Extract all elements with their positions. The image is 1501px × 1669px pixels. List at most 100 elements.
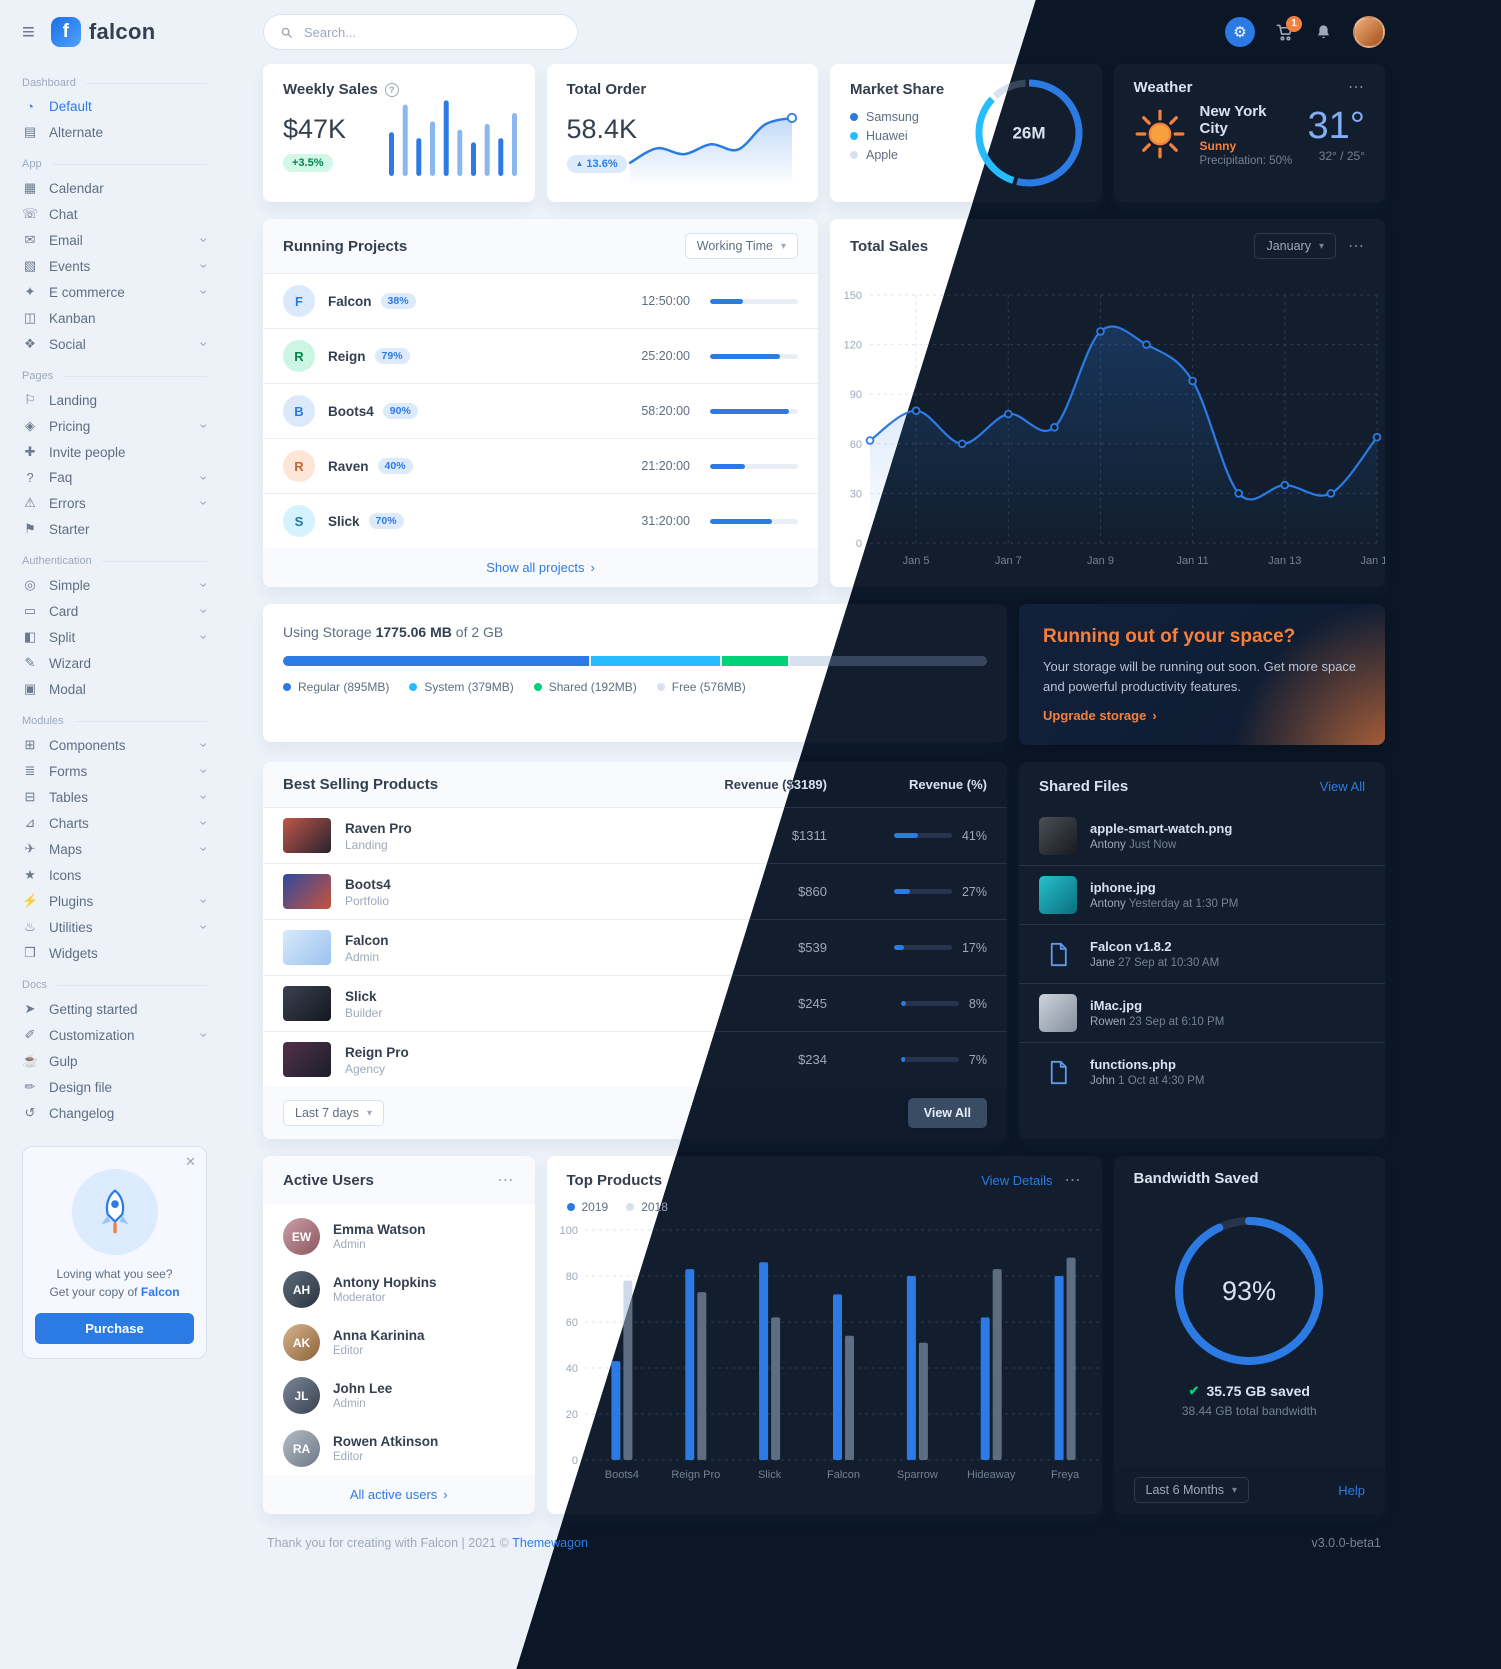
- info-icon[interactable]: ?: [384, 82, 399, 97]
- sidebar-item-alternate[interactable]: ▤ Alternate: [22, 119, 207, 145]
- card-menu-icon[interactable]: ⋯: [497, 1172, 515, 1189]
- falcon-logo-icon: f: [50, 17, 81, 47]
- sidebar-item-default[interactable]: ◔ Default: [22, 94, 207, 119]
- sidebar-item-label: Starter: [49, 521, 90, 537]
- view-details-link[interactable]: View Details: [981, 1172, 1053, 1188]
- sidebar-item-email[interactable]: ✉ Email ›: [22, 227, 213, 253]
- last-7-days-select[interactable]: Last 7 days▾: [283, 1100, 384, 1126]
- purchase-button[interactable]: Purchase: [35, 1313, 194, 1344]
- user-role: Editor: [333, 1451, 364, 1463]
- user-row[interactable]: AH Antony Hopkins Moderator: [263, 1263, 535, 1316]
- sidebar-item-split[interactable]: ◧ Split ›: [22, 624, 213, 650]
- menu-toggle-icon[interactable]: ≡: [22, 19, 35, 44]
- sidebar-item-calendar[interactable]: ▦ Calendar: [22, 175, 207, 201]
- sidebar-item-wizard[interactable]: ✎ Wizard: [22, 650, 207, 676]
- sidebar-item-label: Utilities: [49, 919, 93, 935]
- sidebar-item-starter[interactable]: ⚑ Starter: [22, 516, 207, 542]
- project-row[interactable]: F Falcon 38% 12:50:00: [263, 273, 818, 328]
- total-order-value: 58.4K: [566, 114, 638, 144]
- sidebar-item-maps[interactable]: ✈ Maps ›: [22, 836, 213, 862]
- file-row[interactable]: functions.php John 1 Oct at 4:30 PM: [1019, 1042, 1385, 1101]
- upgrade-storage-link[interactable]: Upgrade storage›: [1043, 708, 1157, 723]
- working-time-select[interactable]: Working Time▾: [684, 233, 798, 259]
- card-menu-icon[interactable]: ⋯: [1348, 238, 1365, 255]
- sidebar-item-errors[interactable]: ⚠ Errors ›: [22, 490, 212, 516]
- running-projects-title: Running Projects: [283, 237, 408, 255]
- chevron-down-icon: ›: [196, 768, 213, 774]
- search-box[interactable]: [263, 14, 578, 50]
- sidebar-item-card[interactable]: ▭ Card ›: [22, 598, 213, 624]
- sidebar-item-utilities[interactable]: ♨ Utilities ›: [22, 914, 212, 940]
- weekly-sales-card: Weekly Sales ? $47K +3.5%: [263, 64, 535, 202]
- view-all-button[interactable]: View All: [907, 1098, 987, 1128]
- sidebar-item-simple[interactable]: ◎ Simple ›: [22, 572, 212, 598]
- close-icon[interactable]: ✕: [185, 1154, 196, 1169]
- file-row[interactable]: iMac.jpg Rowen 23 Sep at 6:10 PM: [1019, 983, 1385, 1042]
- project-name: Reign: [328, 348, 366, 364]
- file-name: apple-smart-watch.png: [1090, 821, 1233, 836]
- show-all-projects-link[interactable]: Show all projects›: [263, 548, 818, 587]
- sidebar-item-icons[interactable]: ★ Icons: [22, 862, 207, 888]
- sidebar-item-changelog[interactable]: ↺ Changelog: [22, 1100, 207, 1126]
- card-menu-icon[interactable]: ⋯: [1064, 1172, 1082, 1189]
- sidebar-item-invite-people[interactable]: ✚ Invite people: [22, 439, 207, 465]
- sidebar-item-events[interactable]: ▧ Events ›: [22, 253, 213, 279]
- project-row[interactable]: B Boots4 90% 58:20:00: [263, 383, 818, 438]
- sidebar-item-getting-started[interactable]: ➤ Getting started: [22, 996, 207, 1022]
- sidebar-item-charts[interactable]: ⊿ Charts ›: [22, 810, 213, 836]
- sidebar-item-chat[interactable]: ☏ Chat: [22, 201, 207, 227]
- bandwidth-ring-chart: 93%: [1165, 1207, 1333, 1375]
- falcon-link[interactable]: Falcon: [140, 1285, 180, 1299]
- sidebar-item-gulp[interactable]: ☕ Gulp: [22, 1048, 207, 1074]
- settings-gear-icon[interactable]: ⚙: [1225, 17, 1255, 47]
- help-link[interactable]: Help: [1338, 1482, 1365, 1498]
- sidebar-item-ecommerce[interactable]: ✦ E commerce ›: [22, 279, 213, 305]
- user-row[interactable]: EW Emma Watson Admin: [263, 1210, 535, 1263]
- last-6-months-select[interactable]: Last 6 Months▾: [1133, 1477, 1250, 1503]
- file-row[interactable]: iphone.jpg Antony Yesterday at 1:30 PM: [1019, 865, 1385, 924]
- pencil-icon: ✏: [24, 1079, 36, 1094]
- project-row[interactable]: R Reign 79% 25:20:00: [263, 328, 818, 383]
- sidebar-item-landing[interactable]: ⚐ Landing: [22, 387, 207, 413]
- user-row[interactable]: JL John Lee Admin: [263, 1369, 535, 1422]
- sidebar-item-tables[interactable]: ⊟ Tables ›: [22, 784, 213, 810]
- card-menu-icon[interactable]: ⋯: [1348, 79, 1365, 96]
- sidebar-item-social[interactable]: ❖ Social ›: [22, 331, 212, 357]
- sidebar-item-widgets[interactable]: ❒ Widgets: [22, 940, 207, 966]
- bandwidth-total: 38.44 GB total bandwidth: [1181, 1404, 1317, 1418]
- sidebar-item-design-file[interactable]: ✏ Design file: [22, 1074, 207, 1100]
- sidebar-item-customization[interactable]: ✐ Customization ›: [22, 1022, 213, 1048]
- file-row[interactable]: Falcon v1.8.2 Jane 27 Sep at 10:30 AM: [1019, 924, 1385, 983]
- file-row[interactable]: apple-smart-watch.png Antony Just Now: [1019, 807, 1385, 865]
- sidebar-item-forms[interactable]: ≣ Forms ›: [22, 758, 213, 784]
- project-row[interactable]: S Slick 70% 31:20:00: [263, 493, 818, 548]
- legend-item[interactable]: 2019: [566, 1200, 608, 1214]
- all-active-users-link[interactable]: All active users›: [263, 1475, 535, 1514]
- storage-title: Using Storage 1775.06 MB of 2 GB: [283, 624, 504, 640]
- project-row[interactable]: R Raven 40% 21:20:00: [263, 438, 818, 493]
- user-avatar[interactable]: [1353, 16, 1385, 48]
- brand-logo[interactable]: f falcon: [50, 17, 156, 47]
- month-select[interactable]: January▾: [1254, 233, 1336, 259]
- footer-version: v3.0.0-beta1: [1311, 1536, 1382, 1550]
- shopping-cart-icon[interactable]: 1: [1275, 15, 1302, 42]
- sidebar-item-plugins[interactable]: ⚡ Plugins ›: [22, 888, 213, 914]
- project-name: Slick: [328, 513, 360, 529]
- chevron-down-icon: ›: [196, 742, 213, 748]
- sidebar-item-faq[interactable]: ? Faq ›: [22, 465, 212, 490]
- search-input[interactable]: [302, 23, 561, 41]
- sidebar-item-pricing[interactable]: ◈ Pricing ›: [22, 413, 213, 439]
- sidebar-item-kanban[interactable]: ◫ Kanban: [22, 305, 207, 331]
- user-row[interactable]: AK Anna Karinina Editor: [263, 1316, 535, 1369]
- chevron-down-icon: ›: [196, 608, 213, 614]
- notifications-bell-icon[interactable]: [1314, 23, 1333, 42]
- sidebar-item-modal[interactable]: ▣ Modal: [22, 676, 207, 702]
- sidebar-item-components[interactable]: ⊞ Components ›: [22, 732, 213, 758]
- arrow-right-icon: ›: [443, 1487, 448, 1502]
- user-row[interactable]: RA Rowen Atkinson Editor: [263, 1422, 535, 1475]
- svg-text:30: 30: [850, 488, 862, 500]
- view-all-link[interactable]: View All: [1319, 779, 1365, 794]
